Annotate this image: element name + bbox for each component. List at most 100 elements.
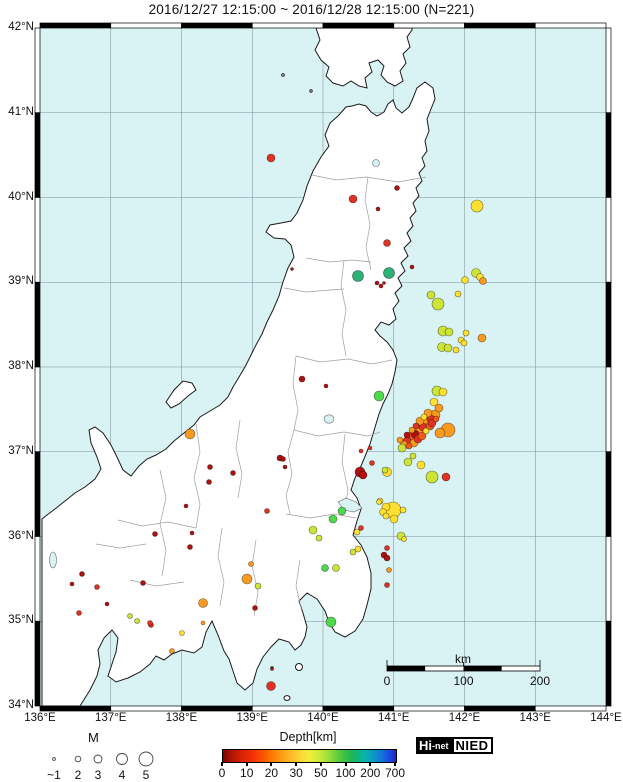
quake-marker xyxy=(147,620,153,626)
landmass-coastline xyxy=(41,27,436,707)
quake-marker xyxy=(198,598,208,608)
lon-label: 143°E xyxy=(519,712,551,724)
nied-logo-box: NIED xyxy=(451,737,493,754)
quake-marker xyxy=(454,290,462,298)
small-island xyxy=(281,73,285,77)
quake-marker xyxy=(354,545,362,553)
quake-marker xyxy=(374,280,380,286)
quake-marker xyxy=(308,525,318,535)
quake-marker xyxy=(405,442,413,450)
page-title: 2016/12/27 12:15:00 ~ 2016/12/28 12:15:0… xyxy=(148,2,475,17)
quake-marker xyxy=(376,499,382,505)
quake-marker xyxy=(266,681,276,691)
quake-marker xyxy=(69,581,75,587)
izu-oshima-island xyxy=(295,663,303,671)
quake-marker xyxy=(477,333,487,343)
quake-marker xyxy=(416,460,426,470)
scale-bar-number: 200 xyxy=(529,674,551,688)
quake-marker xyxy=(383,239,391,247)
quake-marker xyxy=(444,327,454,337)
hinet-nied-logo: Hi -net NIED xyxy=(416,737,493,754)
quake-marker xyxy=(206,479,212,485)
lon-label: 136°E xyxy=(24,712,56,724)
quake-marker xyxy=(252,605,258,611)
lat-label: 42°N xyxy=(8,21,34,33)
quake-marker xyxy=(443,343,453,353)
quake-marker xyxy=(280,456,286,462)
quake-marker xyxy=(412,422,420,430)
quake-marker xyxy=(403,457,413,467)
depth-tick-label: 10 xyxy=(240,766,254,780)
quake-marker xyxy=(441,472,451,482)
quake-marker xyxy=(409,452,417,460)
quake-marker xyxy=(452,346,460,354)
quake-marker xyxy=(383,554,391,562)
sado-island xyxy=(165,380,197,409)
map-frame xyxy=(34,22,612,712)
hinet-logo-hi-text: Hi xyxy=(419,738,432,753)
depth-tick-mark xyxy=(394,762,396,766)
quake-marker xyxy=(409,264,415,270)
depth-tick-mark xyxy=(319,762,322,766)
quake-marker xyxy=(104,601,110,607)
magnitude-legend-circles xyxy=(52,751,154,767)
lon-label: 138°E xyxy=(165,712,198,724)
quake-marker xyxy=(266,153,276,163)
scale-bar-number: 100 xyxy=(453,674,474,688)
quake-marker xyxy=(397,443,407,453)
quake-marker xyxy=(152,531,158,537)
depth-tick-label: 700 xyxy=(384,766,406,780)
depth-tick-mark xyxy=(295,762,298,766)
quake-marker xyxy=(369,460,375,466)
lon-label: 141°E xyxy=(378,712,410,724)
quake-marker xyxy=(403,431,411,439)
magnitude-size-label: 4 xyxy=(118,768,126,782)
quake-marker xyxy=(408,426,416,434)
depth-tick-mark xyxy=(221,762,223,766)
lat-label: 37°N xyxy=(8,444,34,457)
quake-marker xyxy=(426,290,436,300)
quake-marker xyxy=(384,545,390,551)
quake-marker xyxy=(358,448,364,454)
quake-marker xyxy=(352,270,364,282)
depth-tick-label: 100 xyxy=(335,766,356,780)
quake-marker xyxy=(389,514,399,524)
quake-marker xyxy=(420,413,428,421)
quake-marker xyxy=(207,464,213,470)
depth-legend-title: Depth[km] xyxy=(279,730,337,744)
quake-marker xyxy=(461,276,469,284)
lat-label: 38°N xyxy=(8,360,34,372)
lon-label: 142°E xyxy=(448,712,481,724)
quake-marker xyxy=(394,185,400,191)
quake-marker xyxy=(325,616,337,628)
quake-marker xyxy=(94,584,100,590)
quake-marker xyxy=(76,610,82,616)
quake-marker xyxy=(298,375,306,383)
quake-marker xyxy=(321,564,329,572)
magnitude-size-label: 2 xyxy=(74,768,82,782)
quake-marker xyxy=(230,470,236,476)
lat-label: 39°N xyxy=(8,275,34,288)
quake-marker xyxy=(241,573,253,585)
quake-marker xyxy=(382,512,390,520)
quake-marker xyxy=(358,470,368,480)
depth-tick-mark xyxy=(369,762,372,766)
quake-marker xyxy=(417,431,427,441)
quake-marker xyxy=(358,525,364,531)
hinet-logo-black-box: Hi -net xyxy=(416,737,452,754)
quake-marker xyxy=(375,206,381,212)
quake-marker xyxy=(254,582,262,590)
quake-marker xyxy=(470,199,484,213)
quake-marker xyxy=(248,561,254,567)
quake-marker xyxy=(367,445,373,451)
hokkaido-coastline xyxy=(314,27,413,89)
quake-marker xyxy=(432,415,440,423)
earthquake-markers-layer xyxy=(69,153,487,691)
depth-tick-label: 30 xyxy=(289,766,303,780)
quake-marker xyxy=(353,528,361,536)
lon-label: 144°E xyxy=(590,712,622,724)
quake-marker xyxy=(264,508,270,514)
lat-label: 40°N xyxy=(8,190,34,203)
